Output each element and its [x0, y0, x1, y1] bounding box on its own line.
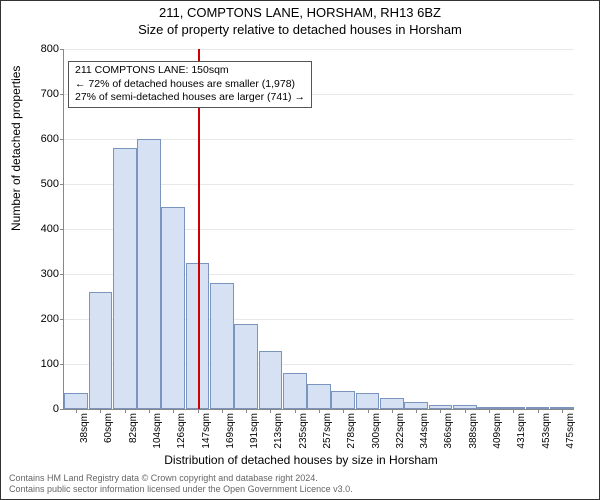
ytick-label: 0 — [19, 403, 59, 415]
ytick-label: 800 — [19, 43, 59, 55]
footer-attribution: Contains HM Land Registry data © Crown c… — [9, 473, 353, 495]
xtick-label: 126sqm — [176, 413, 187, 449]
xtick-mark — [343, 409, 344, 413]
xtick-mark — [538, 409, 539, 413]
histogram-bar — [259, 351, 283, 410]
ytick-label: 600 — [19, 133, 59, 145]
xtick-label: 213sqm — [273, 413, 284, 449]
histogram-bar — [550, 407, 574, 409]
ytick-label: 400 — [19, 223, 59, 235]
xtick-label: 300sqm — [371, 413, 382, 449]
xtick-mark — [489, 409, 490, 413]
xtick-mark — [222, 409, 223, 413]
histogram-bar — [307, 384, 331, 409]
xtick-mark — [368, 409, 369, 413]
xtick-mark — [392, 409, 393, 413]
xtick-label: 475sqm — [565, 413, 576, 449]
xtick-mark — [246, 409, 247, 413]
footer-line1: Contains HM Land Registry data © Crown c… — [9, 473, 353, 484]
histogram-bar — [137, 139, 161, 409]
xtick-label: 169sqm — [225, 413, 236, 449]
xtick-mark — [100, 409, 101, 413]
xtick-label: 235sqm — [298, 413, 309, 449]
ytick-label: 500 — [19, 178, 59, 190]
xtick-label: 322sqm — [395, 413, 406, 449]
histogram-bar — [477, 407, 501, 409]
xtick-mark — [173, 409, 174, 413]
xtick-label: 147sqm — [201, 413, 212, 449]
xtick-label: 191sqm — [249, 413, 260, 449]
info-line-larger: 27% of semi-detached houses are larger (… — [75, 91, 305, 105]
xtick-label: 104sqm — [152, 413, 163, 449]
xtick-label: 38sqm — [79, 413, 90, 443]
xtick-mark — [76, 409, 77, 413]
histogram-bar — [283, 373, 307, 409]
histogram-bar — [356, 393, 380, 409]
histogram-bar — [526, 407, 550, 409]
xtick-label: 366sqm — [443, 413, 454, 449]
xtick-label: 344sqm — [419, 413, 430, 449]
xtick-mark — [416, 409, 417, 413]
histogram-bar — [331, 391, 355, 409]
ytick-mark — [60, 409, 64, 410]
xtick-label: 82sqm — [128, 413, 139, 443]
histogram-bar — [380, 398, 404, 409]
xtick-label: 60sqm — [103, 413, 114, 443]
xtick-label: 453sqm — [541, 413, 552, 449]
xtick-mark — [319, 409, 320, 413]
xtick-label: 388sqm — [468, 413, 479, 449]
ytick-label: 300 — [19, 268, 59, 280]
xtick-mark — [465, 409, 466, 413]
xtick-mark — [295, 409, 296, 413]
histogram-bar — [429, 405, 453, 410]
xtick-mark — [198, 409, 199, 413]
histogram-bar — [453, 405, 477, 409]
footer-line2: Contains public sector information licen… — [9, 484, 353, 495]
histogram-bar — [161, 207, 185, 410]
xtick-mark — [513, 409, 514, 413]
ytick-label: 200 — [19, 313, 59, 325]
histogram-bar — [404, 402, 428, 409]
histogram-bar — [234, 324, 258, 410]
xtick-label: 257sqm — [322, 413, 333, 449]
x-axis-label: Distribution of detached houses by size … — [1, 453, 600, 467]
xtick-label: 278sqm — [346, 413, 357, 449]
ytick-label: 100 — [19, 358, 59, 370]
histogram-bar — [113, 148, 137, 409]
histogram-bar — [501, 407, 525, 409]
xtick-mark — [270, 409, 271, 413]
xtick-mark — [562, 409, 563, 413]
histogram-bar — [210, 283, 234, 409]
xtick-mark — [440, 409, 441, 413]
info-line-size: 211 COMPTONS LANE: 150sqm — [75, 64, 305, 78]
info-line-smaller: ← 72% of detached houses are smaller (1,… — [75, 78, 305, 92]
chart-subtitle: Size of property relative to detached ho… — [1, 22, 599, 37]
chart-container: 211, COMPTONS LANE, HORSHAM, RH13 6BZ Si… — [0, 0, 600, 500]
property-info-box: 211 COMPTONS LANE: 150sqm ← 72% of detac… — [68, 61, 312, 108]
ytick-label: 700 — [19, 88, 59, 100]
xtick-label: 409sqm — [492, 413, 503, 449]
xtick-mark — [149, 409, 150, 413]
xtick-mark — [125, 409, 126, 413]
gridline — [64, 49, 574, 50]
histogram-bar — [89, 292, 113, 409]
xtick-label: 431sqm — [516, 413, 527, 449]
chart-address-title: 211, COMPTONS LANE, HORSHAM, RH13 6BZ — [1, 5, 599, 20]
histogram-bar — [64, 393, 88, 409]
